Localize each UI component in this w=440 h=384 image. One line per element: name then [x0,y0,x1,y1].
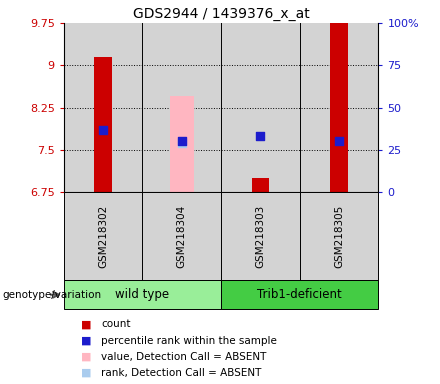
Point [336,138,343,144]
Bar [221,192,300,280]
Point [257,132,264,139]
Point [178,140,185,146]
Text: Trib1-deficient: Trib1-deficient [257,288,342,301]
Bar [252,178,269,192]
Text: ■: ■ [81,336,92,346]
Bar [143,192,221,280]
Point [99,127,106,133]
Bar [221,280,378,309]
Bar [64,192,143,280]
Bar [64,23,143,192]
Bar [95,57,112,192]
Point [178,138,185,144]
Title: GDS2944 / 1439376_x_at: GDS2944 / 1439376_x_at [133,7,309,21]
Bar [300,192,378,280]
Text: GSM218305: GSM218305 [334,205,344,268]
Text: genotype/variation: genotype/variation [2,290,101,300]
Text: GSM218302: GSM218302 [98,205,108,268]
Bar [221,23,300,192]
Text: GSM218304: GSM218304 [177,205,187,268]
Bar [170,96,194,192]
Text: rank, Detection Call = ABSENT: rank, Detection Call = ABSENT [101,368,261,378]
Bar [300,23,378,192]
Text: count: count [101,319,131,329]
Text: value, Detection Call = ABSENT: value, Detection Call = ABSENT [101,352,267,362]
Bar [330,23,348,192]
Text: wild type: wild type [115,288,169,301]
Text: ■: ■ [81,368,92,378]
Bar [143,23,221,192]
Text: ■: ■ [81,352,92,362]
Bar [64,280,221,309]
Text: ■: ■ [81,319,92,329]
Text: GSM218303: GSM218303 [256,205,265,268]
Text: percentile rank within the sample: percentile rank within the sample [101,336,277,346]
